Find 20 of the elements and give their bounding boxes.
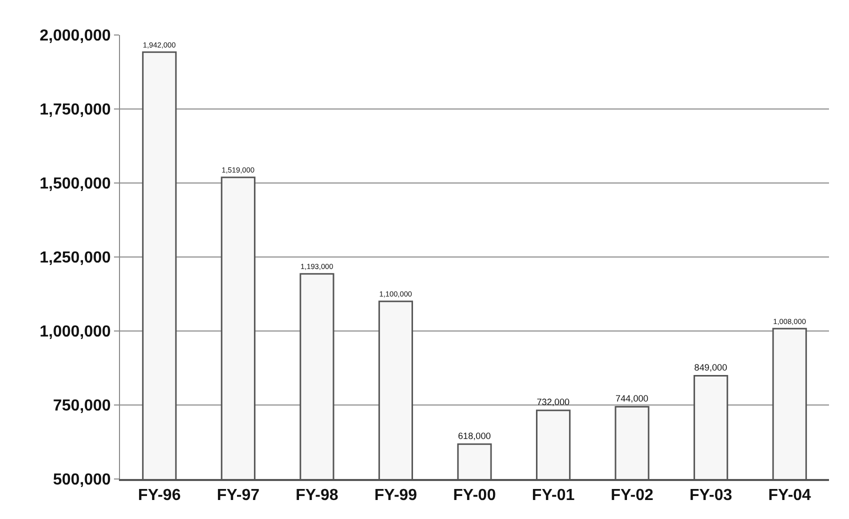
y-tick-label: 750,000 <box>52 398 111 415</box>
y-tick-label: 500,000 <box>52 472 111 489</box>
data-label: 732,000 <box>536 397 570 408</box>
x-tick-label: FY-98 <box>296 487 338 504</box>
y-tick-label: 1,500,000 <box>40 176 111 193</box>
x-tick-label: FY-96 <box>138 487 181 504</box>
x-tick-label: FY-97 <box>216 487 260 504</box>
data-label: 744,000 <box>616 394 648 404</box>
x-tick-label: FY-99 <box>374 487 418 504</box>
data-label: 849,000 <box>694 362 728 372</box>
y-tick-label: 2,000,000 <box>40 28 111 45</box>
y-tick-label: 1,000,000 <box>40 324 111 341</box>
x-tick-label: FY-03 <box>689 487 732 504</box>
x-tick-label: FY-00 <box>453 487 496 504</box>
y-tick-label: 1,250,000 <box>40 250 111 267</box>
x-tick-label: FY-01 <box>532 487 575 504</box>
x-tick-label: FY-02 <box>610 487 654 504</box>
y-tick-label: 1,750,000 <box>40 102 111 119</box>
data-label: 618,000 <box>458 430 491 441</box>
x-tick-label: FY-04 <box>768 487 812 504</box>
